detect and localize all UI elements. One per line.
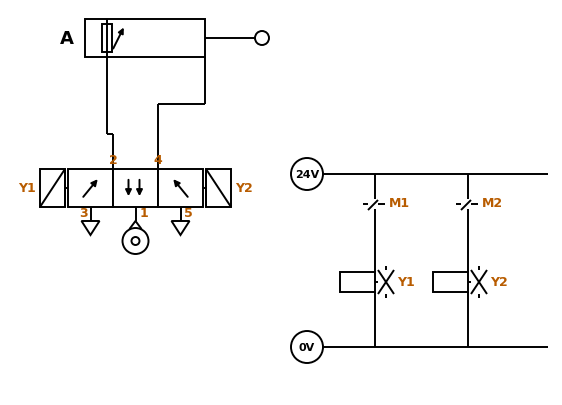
Polygon shape [171,222,189,235]
Circle shape [291,331,323,363]
Polygon shape [129,222,142,230]
Text: Y1: Y1 [18,182,36,195]
Text: 5: 5 [184,207,192,220]
Text: Y1: Y1 [397,276,415,289]
Bar [102,25,112,53]
Text: 3: 3 [79,207,88,220]
Circle shape [291,159,323,190]
Text: 2: 2 [108,153,117,166]
Bar [433,272,468,292]
Circle shape [132,237,139,245]
Bar [113,170,158,207]
Bar [158,170,203,207]
Polygon shape [81,222,99,235]
Text: A: A [60,30,74,48]
Text: 24V: 24V [295,170,319,179]
Circle shape [255,32,269,46]
Bar [206,170,231,207]
Text: 1: 1 [139,207,148,220]
Text: M2: M2 [482,197,503,210]
Text: Y2: Y2 [235,182,253,195]
Circle shape [123,228,148,254]
Text: M1: M1 [389,197,410,210]
Text: Y2: Y2 [490,276,507,289]
Bar [68,170,113,207]
Bar [85,20,205,58]
Bar [340,272,375,292]
Text: 0V: 0V [299,342,315,352]
Bar [40,170,65,207]
Text: 4: 4 [153,153,162,166]
